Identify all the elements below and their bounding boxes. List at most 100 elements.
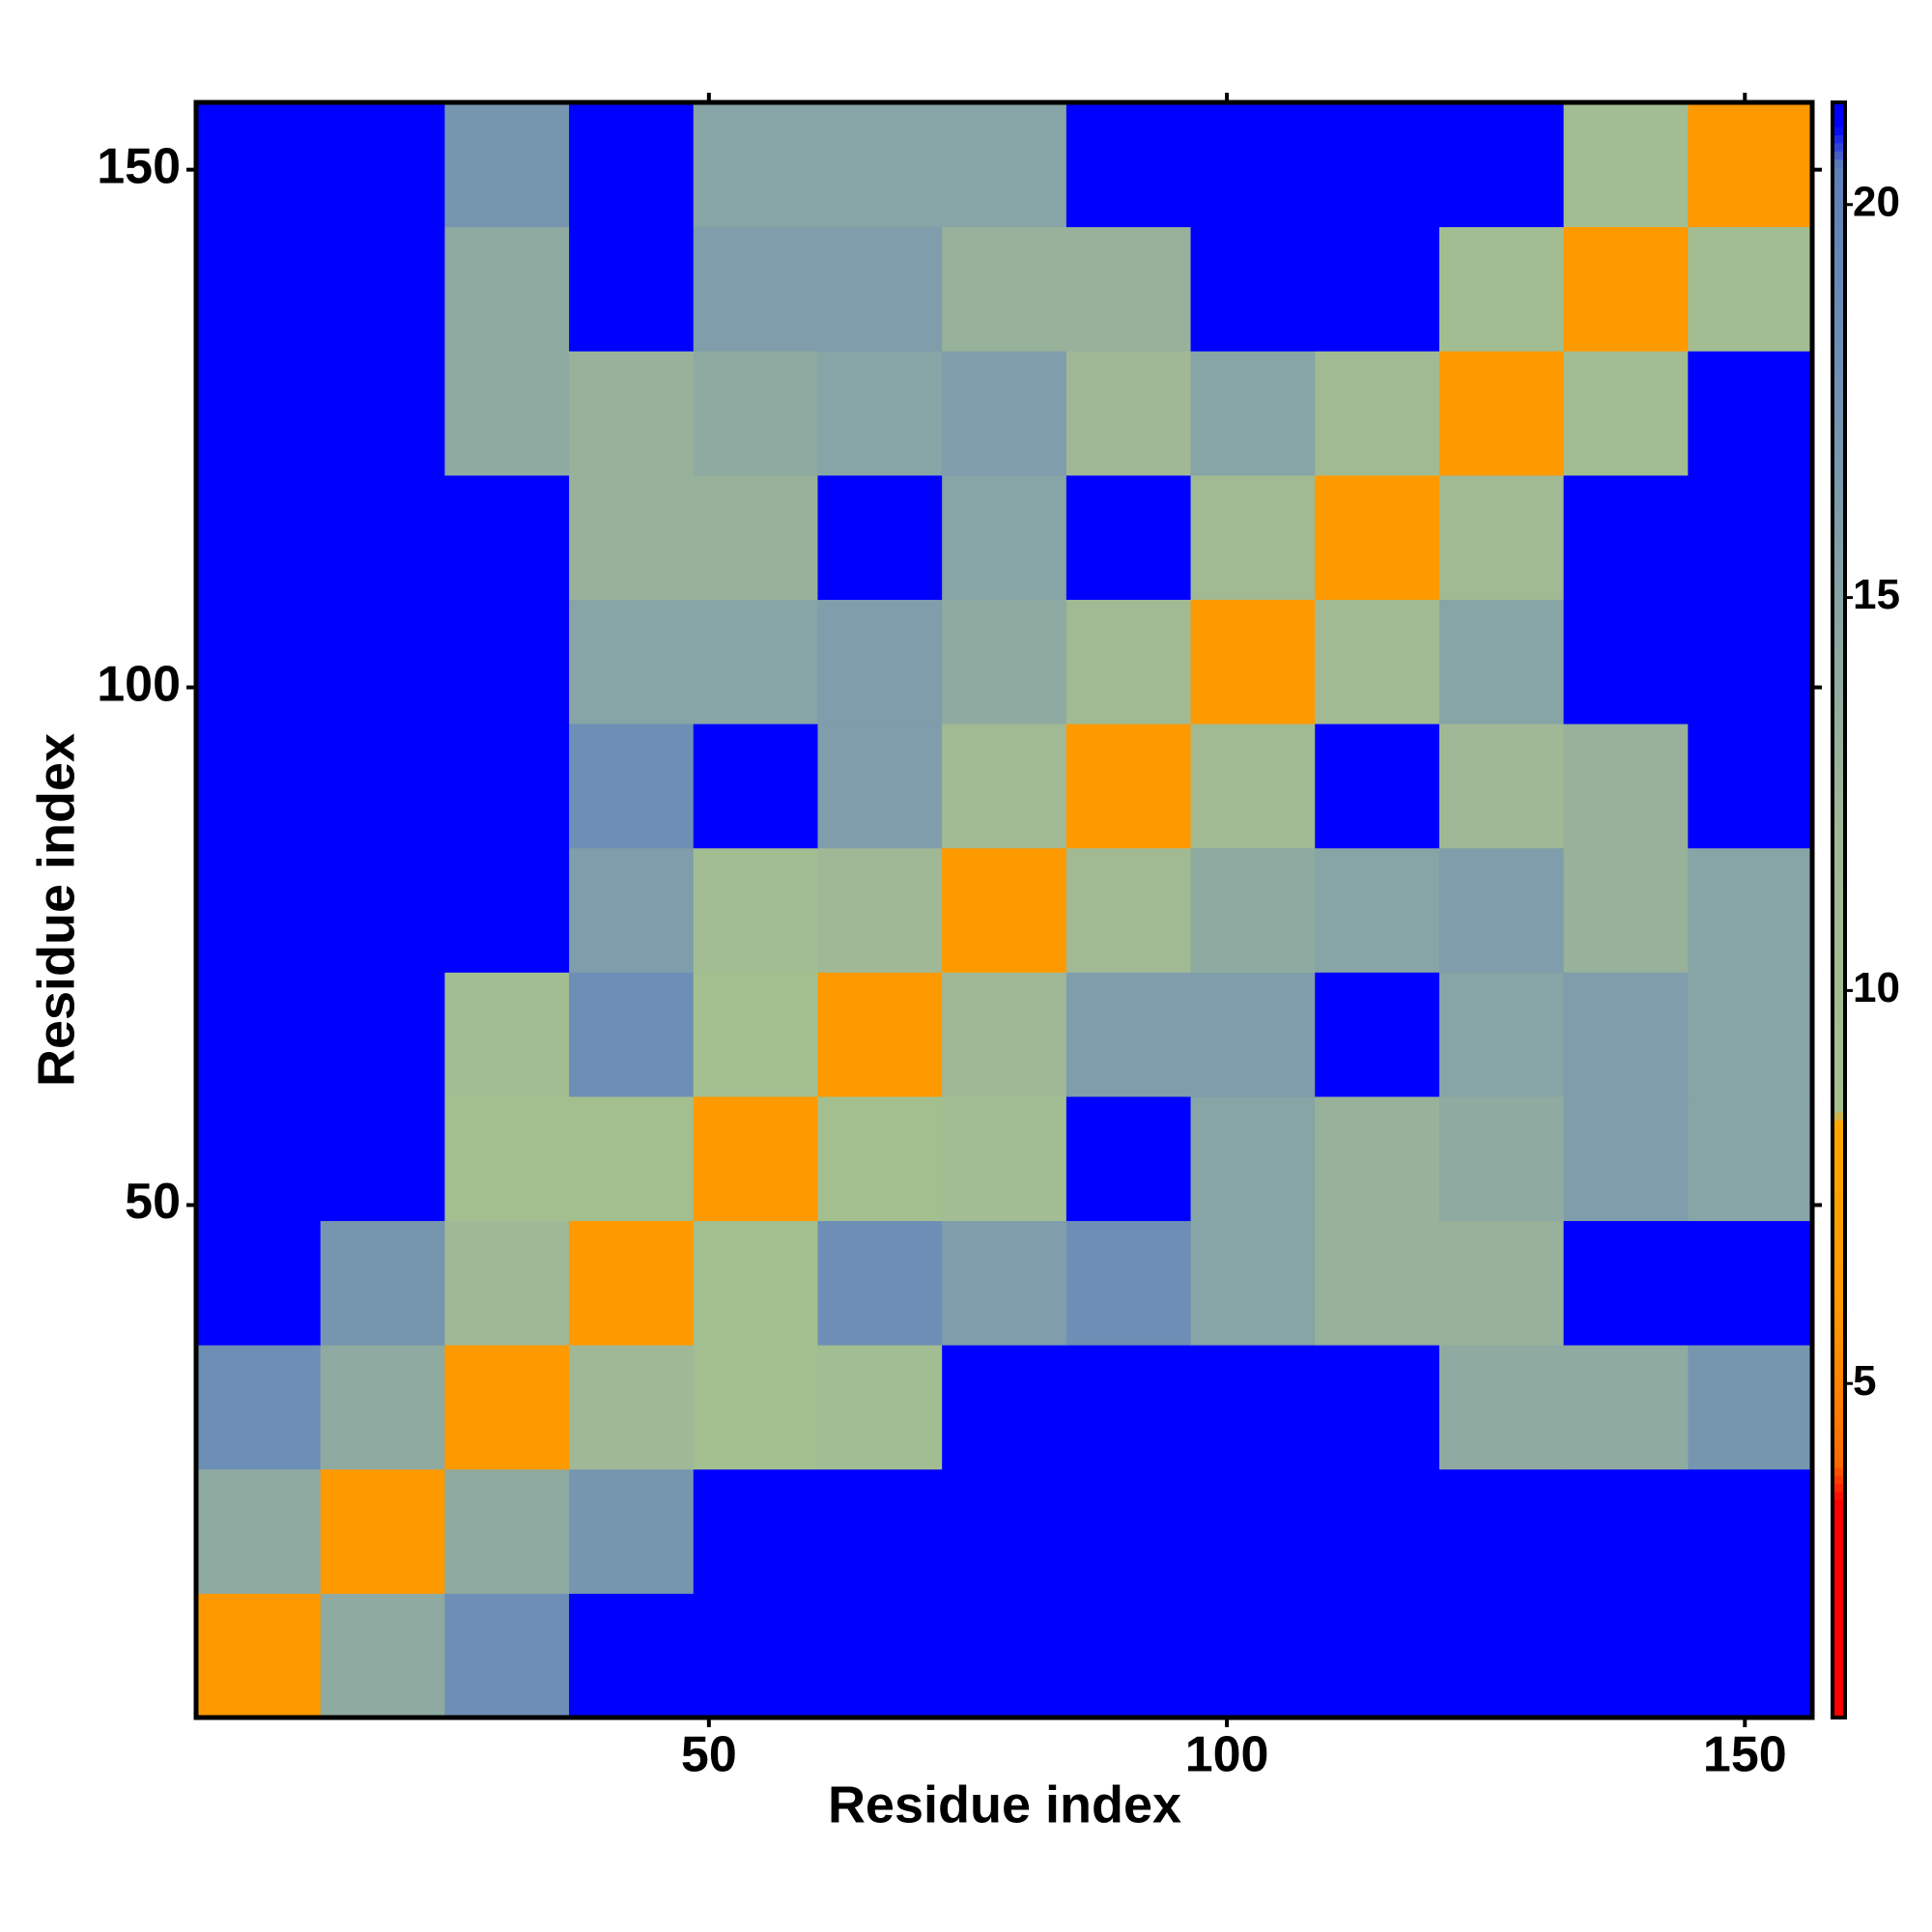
colorbar-segment	[1833, 1249, 1845, 1259]
heatmap-cell	[693, 972, 818, 1097]
colorbar-segment	[1833, 659, 1845, 668]
colorbar-segment	[1833, 312, 1845, 322]
heatmap-cell	[693, 1220, 818, 1346]
y-tick-label: 150	[97, 138, 181, 194]
colorbar-segment	[1833, 530, 1845, 540]
colorbar-segment	[1833, 1168, 1845, 1178]
colorbar-segment	[1833, 360, 1845, 370]
colorbar-segment	[1833, 377, 1845, 386]
colorbar-segment	[1833, 368, 1845, 378]
colorbar-segment	[1833, 627, 1845, 637]
heatmap-cell	[196, 474, 322, 600]
heatmap-cell	[320, 1345, 445, 1470]
heatmap-cell	[1315, 1095, 1440, 1222]
colorbar-segment	[1833, 1459, 1845, 1468]
heatmap-cell	[1688, 226, 1813, 352]
heatmap-cell	[1438, 474, 1565, 600]
colorbar-segment	[1833, 942, 1845, 952]
colorbar-segment	[1833, 1644, 1845, 1654]
heatmap-cell	[1688, 1468, 1813, 1594]
heatmap-cell	[569, 351, 695, 476]
colorbar-segment	[1833, 199, 1845, 209]
heatmap-cell	[1065, 1468, 1192, 1594]
colorbar-segment	[1833, 579, 1845, 588]
colorbar-segment	[1833, 142, 1845, 152]
colorbar-segment	[1833, 1257, 1845, 1266]
colorbar-segment	[1833, 1612, 1845, 1622]
heatmap-cell	[1688, 1593, 1813, 1719]
colorbar-segment	[1833, 925, 1845, 935]
colorbar-segment	[1833, 853, 1845, 863]
colorbar-segment	[1833, 1507, 1845, 1517]
colorbar-segment	[1833, 1483, 1845, 1492]
colorbar-segment	[1833, 570, 1845, 580]
colorbar-segment	[1833, 1095, 1845, 1105]
colorbar-segment	[1833, 562, 1845, 572]
colorbar-segment	[1833, 788, 1845, 798]
heatmap-cell	[1438, 102, 1565, 228]
heatmap-cell	[817, 1345, 943, 1470]
colorbar-segment	[1833, 1685, 1845, 1694]
colorbar-segment	[1833, 288, 1845, 298]
colorbar-segment	[1833, 901, 1845, 911]
colorbar-segment	[1833, 845, 1845, 855]
colorbar-segment	[1833, 716, 1845, 725]
colorbar-segment	[1833, 506, 1845, 515]
colorbar-segment	[1833, 1305, 1845, 1315]
colorbar-segment	[1833, 918, 1845, 927]
colorbar-segment	[1833, 1378, 1845, 1387]
heatmap-cell	[1563, 226, 1689, 352]
colorbar-segment	[1833, 603, 1845, 612]
colorbar-segment	[1833, 1233, 1845, 1242]
colorbar-segment	[1833, 1297, 1845, 1307]
heatmap-cell	[569, 972, 695, 1097]
heatmap-cell	[196, 1095, 322, 1222]
colorbar-segment	[1833, 1346, 1845, 1355]
heatmap-cell	[1065, 972, 1192, 1097]
colorbar-segment	[1833, 821, 1845, 830]
heatmap-cell	[444, 226, 570, 352]
colorbar-segment	[1833, 1055, 1845, 1065]
colorbar-segment	[1833, 740, 1845, 750]
x-tick-label: 150	[1703, 1727, 1787, 1783]
colorbar-tick-label: 15	[1853, 571, 1900, 618]
colorbar-segment	[1833, 449, 1845, 459]
heatmap-cell	[444, 1345, 570, 1470]
heatmap-cell	[320, 847, 445, 973]
heatmap-cell	[817, 1095, 943, 1222]
colorbar-segment	[1833, 546, 1845, 555]
heatmap-cell	[1438, 1095, 1565, 1222]
heatmap-cell	[320, 226, 445, 352]
colorbar-segment	[1833, 328, 1845, 338]
colorbar-segment	[1833, 223, 1845, 233]
colorbar-segment	[1833, 1596, 1845, 1605]
colorbar-segment	[1833, 1023, 1845, 1032]
heatmap-cell	[1190, 1220, 1316, 1346]
colorbar-segment	[1833, 1151, 1845, 1161]
heatmap-cell	[1563, 474, 1689, 600]
colorbar-segment	[1833, 466, 1845, 475]
heatmap-cell	[942, 1220, 1067, 1346]
y-tick-label: 100	[97, 656, 181, 712]
heatmap-cell	[320, 972, 445, 1097]
heatmap-cell	[1563, 972, 1689, 1097]
colorbar-segment	[1833, 1386, 1845, 1396]
colorbar-segment	[1833, 990, 1845, 1000]
colorbar-segment	[1833, 1063, 1845, 1072]
heatmap-cell	[444, 102, 570, 228]
heatmap-cell	[942, 599, 1067, 724]
heatmap-cell	[1563, 724, 1689, 849]
heatmap-cell	[569, 102, 695, 228]
heatmap-cell	[1065, 1345, 1192, 1470]
heatmap-cell	[196, 1593, 322, 1719]
colorbar-segment	[1833, 1144, 1845, 1153]
heatmap-cell	[1315, 474, 1440, 600]
heatmap-cell	[320, 1095, 445, 1222]
colorbar-segment	[1833, 401, 1845, 411]
colorbar-segment	[1833, 643, 1845, 653]
heatmap-cell	[444, 847, 570, 973]
heatmap-cell	[569, 226, 695, 352]
colorbar-segment	[1833, 796, 1845, 806]
heatmap-cell	[1190, 599, 1316, 724]
colorbar-segment	[1833, 1516, 1845, 1524]
